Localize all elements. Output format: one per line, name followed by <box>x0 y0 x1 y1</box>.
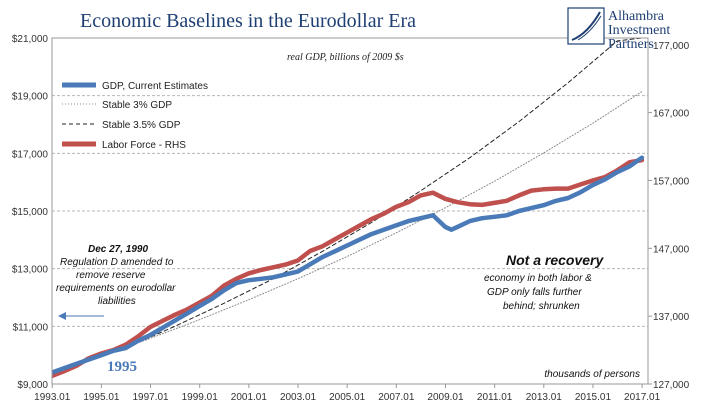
x-axis-tick-label: 2007.01 <box>378 392 415 403</box>
annotation-note-line-4: liabilities <box>98 296 136 307</box>
left-axis-tick-label: $9,000 <box>17 380 48 391</box>
plot-frame <box>51 37 649 385</box>
annotation-recovery-title: Not a recovery <box>506 252 604 268</box>
legend-label-labor: Labor Force - RHS <box>102 140 186 151</box>
legend-label-stable-3-5: Stable 3.5% GDP <box>102 120 181 131</box>
right-axis-tick-label: 167,000 <box>653 109 690 120</box>
gridlines <box>52 95 648 327</box>
chart-subtitle: real GDP, billions of 2009 $s <box>287 52 404 63</box>
legend-label-stable-3: Stable 3% GDP <box>102 100 172 111</box>
brand-line-3: Partners <box>608 37 654 52</box>
right-axis-tick-label: 177,000 <box>653 41 690 52</box>
right-axis-tick-label: 157,000 <box>653 176 690 187</box>
x-axis-tick-label: 2013.01 <box>526 392 563 403</box>
plot-area-border <box>51 37 649 385</box>
annotation-recovery-line-1: economy in both labor & <box>484 273 592 284</box>
x-axis-tick-label: 1995.01 <box>83 392 120 403</box>
annotation-regulation: Dec 27, 1990 Regulation D amended to rem… <box>56 244 176 320</box>
chart-title: Economic Baselines in the Eurodollar Era <box>80 10 416 32</box>
left-axis-tick-label: $19,000 <box>12 92 49 103</box>
x-axis-tick-label: 2003.01 <box>280 392 317 403</box>
right-axis-tick-label: 147,000 <box>653 244 690 255</box>
series-line-2 <box>125 38 643 349</box>
right-axis-tick-label: 127,000 <box>653 380 690 391</box>
left-axis-tick-label: $13,000 <box>12 265 49 276</box>
x-axis-tick-label: 2009.01 <box>427 392 464 403</box>
annotation-recovery-line-2: GDP only falls further <box>487 287 582 298</box>
axes: $9,000 $11,000 $13,000 $15,000 $17,000 $19,00… <box>12 34 690 403</box>
annotation-note-line-2: remove reserve <box>76 270 146 281</box>
left-axis-tick-label: $15,000 <box>12 207 49 218</box>
x-axis-tick-label: 2001.01 <box>231 392 268 403</box>
left-arrow-icon <box>58 312 66 320</box>
left-axis-tick-label: $17,000 <box>12 149 49 160</box>
logo-swoosh-icon <box>571 11 601 41</box>
x-axis-tick-label: 1993.01 <box>34 392 71 403</box>
legend: GDP, Current Estimates Stable 3% GDP Sta… <box>62 81 208 151</box>
annotation-recovery: Not a recovery economy in both labor & G… <box>484 252 604 312</box>
brand-logo: Alhambra Investment Partners <box>567 7 670 52</box>
x-axis-tick-label: 1997.01 <box>132 392 169 403</box>
annotation-year-1995: 1995 <box>107 359 137 375</box>
left-axis-tick-label: $11,000 <box>13 322 49 333</box>
right-axis-tick-label: 137,000 <box>653 312 690 323</box>
annotation-note-line-3: requirements on eurodollar <box>56 283 176 294</box>
brand-line-1: Alhambra <box>608 9 665 24</box>
annotation-date: Dec 27, 1990 <box>88 244 148 255</box>
x-axis-tick-label: 1999.01 <box>182 392 219 403</box>
series-line-3 <box>52 157 645 379</box>
annotation-recovery-line-3: behind; shrunken <box>503 301 580 312</box>
left-axis-tick-label: $21,000 <box>12 34 49 45</box>
series-lines <box>52 38 645 379</box>
annotation-note-line-1: Regulation D amended to <box>60 257 174 268</box>
right-axis-label: thousands of persons <box>544 369 640 380</box>
legend-label-gdp: GDP, Current Estimates <box>102 81 208 92</box>
x-axis-tick-label: 2015.01 <box>575 392 612 403</box>
series-line-0 <box>52 155 645 375</box>
brand-line-2: Investment <box>608 23 670 38</box>
logo-swoosh-inner-icon <box>577 15 602 41</box>
x-axis-tick-label: 2011.01 <box>477 392 513 403</box>
x-axis-tick-label: 2005.01 <box>329 392 366 403</box>
x-axis-tick-label: 2017.01 <box>624 392 661 403</box>
